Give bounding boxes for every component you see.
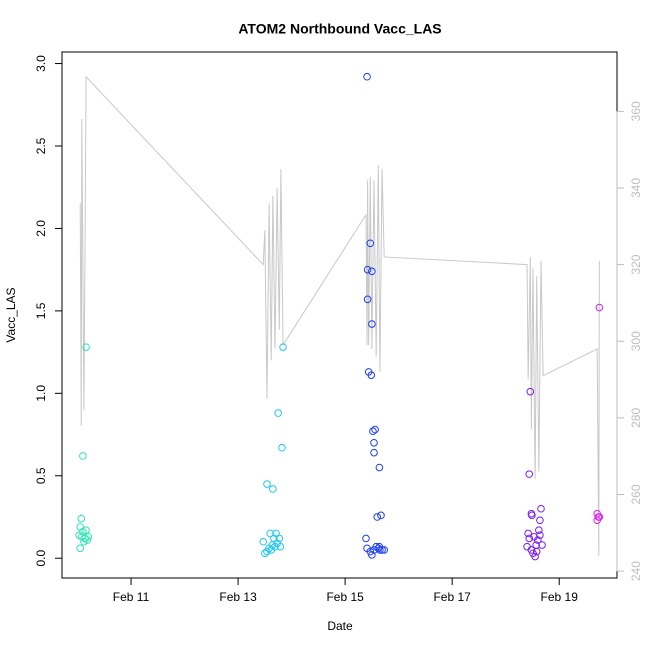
point [82, 526, 90, 534]
y2-tick-label: 280 [629, 408, 643, 428]
point [367, 371, 376, 379]
point [525, 470, 534, 478]
y-tick-label: 2.5 [34, 137, 48, 154]
x-tick-label: Feb 17 [433, 590, 471, 604]
point [524, 529, 532, 538]
point [536, 531, 544, 539]
point [526, 387, 535, 396]
point [271, 542, 279, 551]
point [84, 532, 93, 541]
point [261, 549, 269, 558]
point [368, 320, 376, 328]
point [375, 463, 384, 472]
point [525, 534, 534, 543]
point [368, 551, 376, 559]
point [532, 541, 540, 549]
point [531, 552, 539, 561]
point [259, 537, 268, 546]
y-tick-label: 0.5 [34, 467, 48, 484]
x-tick-label: Feb 11 [113, 590, 150, 604]
point [275, 534, 284, 543]
y-tick-label: 1.0 [34, 385, 48, 402]
y2-tick-label: 260 [629, 484, 643, 504]
point [82, 343, 90, 351]
y2-tick-label: 300 [629, 331, 643, 351]
point [595, 513, 604, 521]
point [276, 542, 285, 551]
point [76, 544, 84, 553]
point [279, 343, 287, 351]
point [363, 72, 371, 81]
point [537, 504, 545, 513]
y-tick-label: 2.0 [34, 220, 48, 237]
y2-tick-label: 240 [629, 561, 643, 581]
point [371, 425, 379, 434]
x-tick-label: Feb 13 [219, 590, 257, 604]
point [363, 295, 372, 304]
point [535, 526, 543, 534]
point [278, 443, 286, 452]
point [373, 513, 382, 521]
point [274, 409, 283, 417]
x-tick-label: Feb 19 [541, 590, 579, 604]
y2-tick-label: 340 [629, 178, 643, 198]
point [362, 534, 370, 543]
chart-title: ATOM2 Northbound Vacc_LAS [238, 21, 441, 37]
point [366, 239, 375, 248]
point [266, 529, 274, 538]
point [370, 438, 378, 447]
point [77, 514, 86, 523]
y2-tick-label: 360 [629, 101, 643, 121]
point [376, 546, 384, 554]
y-tick-label: 0.0 [34, 550, 48, 567]
line [79, 75, 600, 556]
point [377, 511, 385, 520]
point [369, 427, 377, 436]
y-tick-label: 1.5 [34, 302, 48, 319]
x-axis-label: Date [327, 619, 353, 633]
point [368, 267, 376, 276]
point [375, 542, 384, 551]
point [269, 485, 277, 493]
y-tick-label: 3.0 [34, 55, 48, 72]
point [363, 265, 372, 274]
point [79, 452, 87, 460]
point [595, 303, 604, 312]
point [263, 480, 271, 488]
point [528, 511, 536, 520]
point [370, 448, 378, 457]
point [538, 541, 546, 549]
y-axis-label: Vacc_LAS [4, 287, 18, 342]
point [83, 536, 91, 544]
y2-tick-label: 320 [629, 254, 643, 274]
point [536, 516, 544, 525]
x-tick-label: Feb 15 [326, 590, 364, 604]
